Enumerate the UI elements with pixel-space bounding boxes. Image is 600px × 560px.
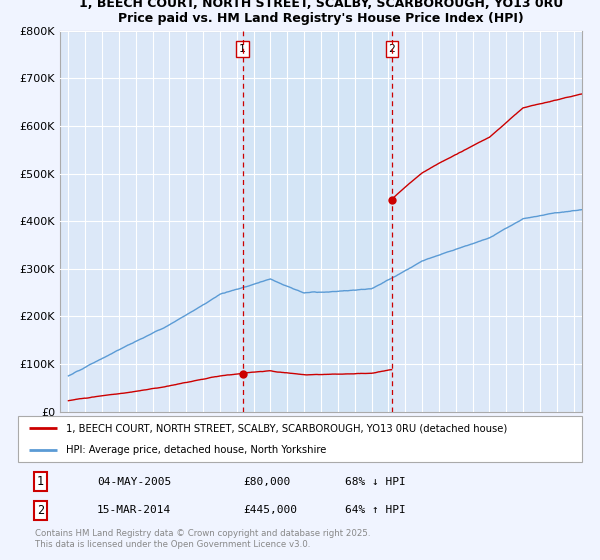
Text: Contains HM Land Registry data © Crown copyright and database right 2025.
This d: Contains HM Land Registry data © Crown c…	[35, 529, 370, 549]
Text: £80,000: £80,000	[244, 477, 291, 487]
Text: 04-MAY-2005: 04-MAY-2005	[97, 477, 171, 487]
Text: 1: 1	[37, 475, 44, 488]
Text: 1: 1	[239, 44, 246, 54]
Text: 1, BEECH COURT, NORTH STREET, SCALBY, SCARBOROUGH, YO13 0RU (detached house): 1, BEECH COURT, NORTH STREET, SCALBY, SC…	[66, 423, 507, 433]
Text: 15-MAR-2014: 15-MAR-2014	[97, 506, 171, 516]
Bar	[242, 31, 392, 412]
Text: 64% ↑ HPI: 64% ↑ HPI	[345, 506, 406, 516]
Text: 2: 2	[389, 44, 395, 54]
Text: £445,000: £445,000	[244, 506, 298, 516]
FancyBboxPatch shape	[18, 416, 582, 462]
Text: HPI: Average price, detached house, North Yorkshire: HPI: Average price, detached house, Nort…	[66, 445, 326, 455]
Text: 2: 2	[37, 504, 44, 517]
Text: 68% ↓ HPI: 68% ↓ HPI	[345, 477, 406, 487]
Title: 1, BEECH COURT, NORTH STREET, SCALBY, SCARBOROUGH, YO13 0RU
Price paid vs. HM La: 1, BEECH COURT, NORTH STREET, SCALBY, SC…	[79, 0, 563, 25]
